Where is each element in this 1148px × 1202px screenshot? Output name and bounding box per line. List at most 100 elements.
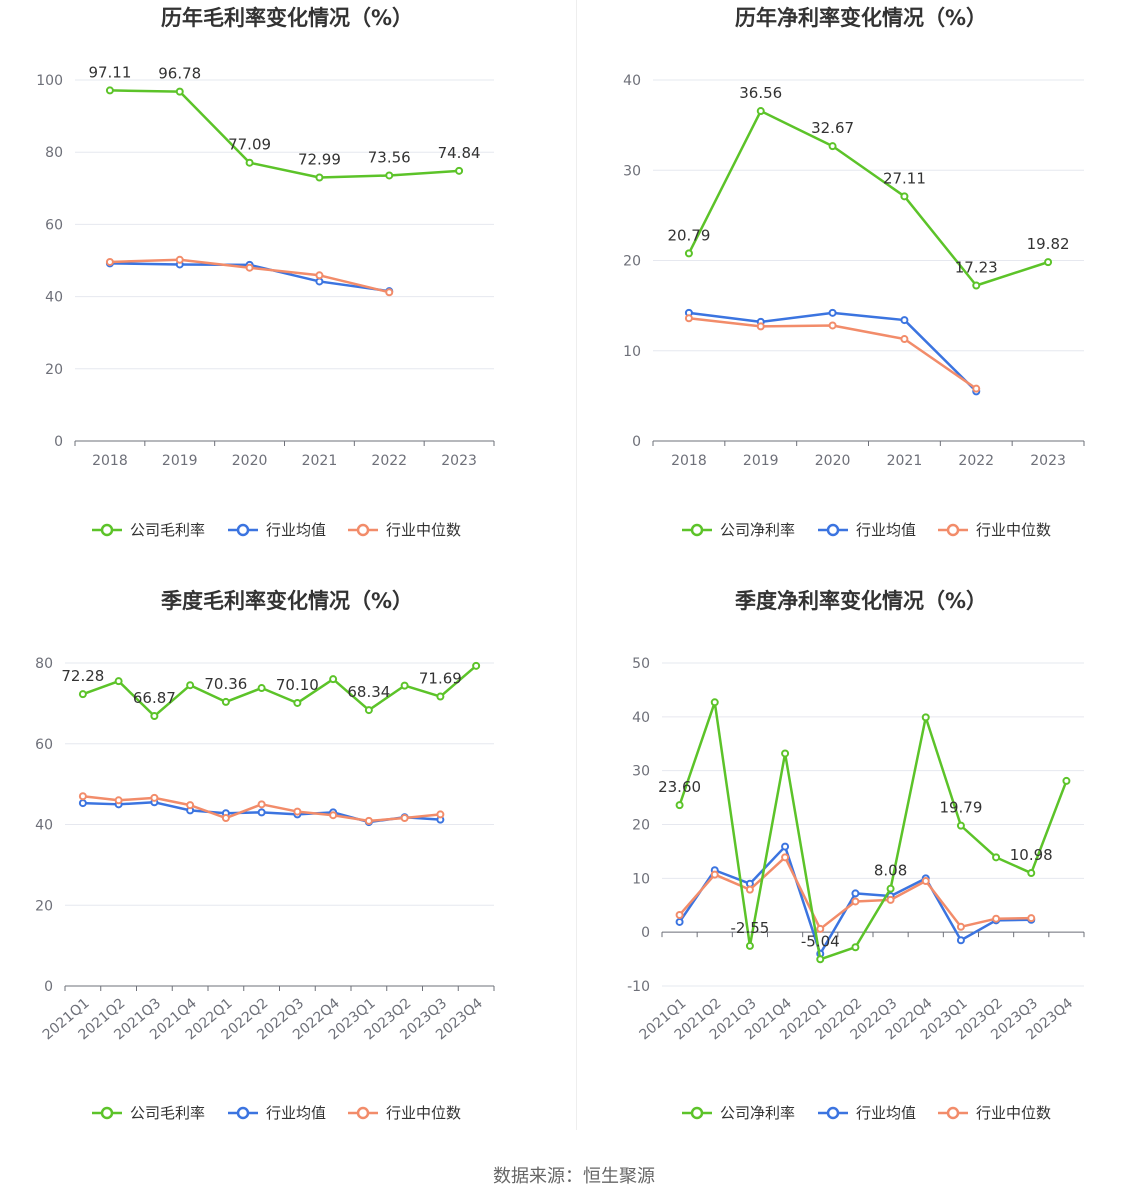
data-point-median <box>921 877 930 886</box>
data-label: 10.98 <box>1010 846 1053 864</box>
y-tick-label: 80 <box>45 145 63 161</box>
data-point-company <box>886 884 895 893</box>
y-tick-label: 20 <box>35 898 53 914</box>
legend-marker <box>100 1106 114 1120</box>
data-point-median <box>900 335 909 344</box>
legend-marker <box>826 1106 840 1120</box>
x-tick-label: 2022 <box>371 453 407 469</box>
data-point-median <box>364 816 373 825</box>
data-label: 70.36 <box>204 675 247 693</box>
legend-label: 行业中位数 <box>976 521 1051 539</box>
data-point-company <box>385 171 394 180</box>
data-label: 20.79 <box>667 226 710 244</box>
data-point-median <box>293 807 302 816</box>
legend-item-avg: 行业均值 <box>818 1104 916 1122</box>
data-point-median <box>315 271 324 280</box>
data-point-company <box>329 675 338 684</box>
legend-label: 行业中位数 <box>386 1104 461 1122</box>
legend-marker <box>236 523 250 537</box>
data-point-median <box>956 922 965 931</box>
y-tick-label: 60 <box>45 217 63 233</box>
data-label: 77.09 <box>228 136 271 154</box>
data-point-avg <box>956 936 965 945</box>
panel-divider <box>576 0 577 1130</box>
data-label: -2.55 <box>731 919 770 937</box>
data-point-company <box>175 87 184 96</box>
legend-label: 行业均值 <box>266 1104 326 1122</box>
legend-marker <box>690 523 704 537</box>
legend-label: 公司毛利率 <box>130 1104 205 1122</box>
legend-label: 公司毛利率 <box>130 521 205 539</box>
data-point-median <box>851 897 860 906</box>
chart-title: 历年毛利率变化情况（%） <box>161 6 413 30</box>
data-point-company <box>992 853 1001 862</box>
legend-item-avg: 行业均值 <box>818 521 916 539</box>
data-point-company <box>436 692 445 701</box>
annual-gross-svg: 历年毛利率变化情况（%） 0 20 40 60 80 100 2018 2019 2020 2021… <box>36 6 495 539</box>
legend-marker <box>356 523 370 537</box>
y-tick-label: 40 <box>623 73 641 89</box>
y-tick-label: 20 <box>45 362 63 378</box>
data-point-median <box>992 914 1001 923</box>
data-point-company <box>472 661 481 670</box>
data-point-median <box>710 870 719 879</box>
data-point-median <box>675 910 684 919</box>
data-label: 97.11 <box>88 63 131 81</box>
y-tick-label: 60 <box>35 737 53 753</box>
data-label: 68.34 <box>347 683 390 701</box>
data-point-company <box>1062 776 1071 785</box>
data-label: 8.08 <box>874 862 907 880</box>
legend-marker <box>946 523 960 537</box>
x-tick-label: 2019 <box>743 453 779 469</box>
data-point-median <box>886 895 895 904</box>
data-point-company <box>816 955 825 964</box>
data-point-median <box>684 314 693 323</box>
data-point-avg <box>257 808 266 817</box>
x-tick-label: 2021 <box>302 453 338 469</box>
x-tick-label: 2018 <box>671 453 707 469</box>
data-point-median <box>329 811 338 820</box>
data-point-company <box>900 192 909 201</box>
legend-label: 行业中位数 <box>386 521 461 539</box>
series-line-company <box>687 109 1049 287</box>
data-point-company <box>78 690 87 699</box>
data-point-company <box>781 749 790 758</box>
legend-marker <box>690 1106 704 1120</box>
data-label: 72.99 <box>298 151 341 169</box>
annual-net-svg: 历年净利率变化情况（%） 0 10 20 30 40 2018 2019 2020 2021 202… <box>623 6 1085 539</box>
data-point-company <box>745 941 754 950</box>
data-point-company <box>455 166 464 175</box>
y-tick-label: 30 <box>623 163 641 179</box>
chart-title: 历年净利率变化情况（%） <box>735 6 987 30</box>
legend-label: 行业均值 <box>856 1104 916 1122</box>
x-tick-label: 2023 <box>441 453 477 469</box>
quarter-gross-svg: 季度毛利率变化情况（%）0204060802021Q12021Q22021Q32… <box>35 589 495 1122</box>
data-label: 72.28 <box>61 667 104 685</box>
legend-item-avg: 行业均值 <box>228 1104 326 1122</box>
data-point-median <box>105 257 114 266</box>
data-point-median <box>400 814 409 823</box>
data-point-company <box>315 173 324 182</box>
data-point-median <box>781 853 790 862</box>
data-point-company <box>828 142 837 151</box>
data-label: 36.56 <box>739 84 782 102</box>
data-label: 19.79 <box>939 799 982 817</box>
data-label: 74.84 <box>438 144 481 162</box>
data-point-median <box>257 800 266 809</box>
data-point-median <box>245 263 254 272</box>
chart-annual-gross: 历年毛利率变化情况（%） 0 20 40 60 80 100 2018 2019 2020 2021… <box>0 0 574 583</box>
data-point-company <box>710 698 719 707</box>
legend-item-median: 行业中位数 <box>348 1104 461 1122</box>
series-line-company <box>82 664 477 718</box>
y-tick-label: 40 <box>45 290 63 306</box>
legend-label: 行业均值 <box>856 521 916 539</box>
data-label: 70.10 <box>276 676 319 694</box>
data-point-company <box>921 713 930 722</box>
data-point-company <box>221 697 230 706</box>
data-point-avg <box>781 842 790 851</box>
data-point-avg <box>675 917 684 926</box>
y-tick-label: 80 <box>35 656 53 672</box>
data-source-note: 数据来源：恒生聚源 <box>493 1166 655 1187</box>
y-tick-label: 10 <box>623 344 641 360</box>
legend-item-median: 行业中位数 <box>938 521 1051 539</box>
